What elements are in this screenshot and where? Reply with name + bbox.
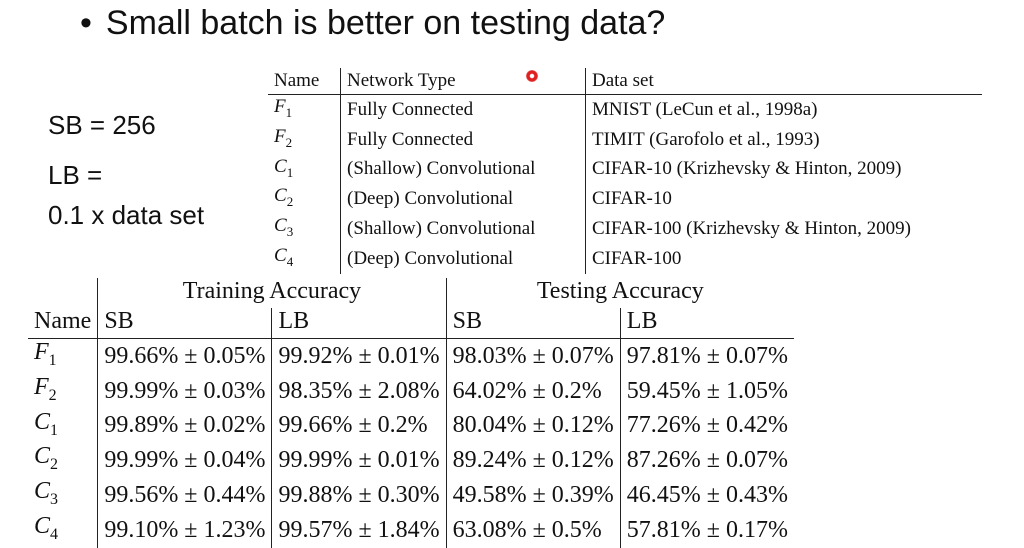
test-lb-value: 97.81% ± 0.07%: [619, 338, 794, 374]
col-header-dataset: Data set: [585, 68, 982, 95]
accuracy-table: Training Accuracy Testing Accuracy Name …: [28, 278, 794, 548]
test-sb-value: 64.02% ± 0.2%: [445, 373, 621, 409]
test-sb-value: 63.08% ± 0.5%: [445, 512, 621, 548]
slide-title-text: Small batch is better on testing data?: [105, 4, 666, 42]
network-name: F1: [274, 96, 293, 120]
network-dataset: TIMIT (Garofolo et al., 1993): [585, 124, 982, 155]
train-lb-value: 99.92% ± 0.01%: [271, 338, 447, 374]
network-table-row: F2 Fully Connected TIMIT (Garofolo et al.,…: [268, 124, 982, 155]
network-table-row: F1 Fully Connected MNIST (LeCun et al., 19…: [268, 94, 982, 125]
col-header-network-type: Network Type: [340, 68, 586, 95]
train-lb-value: 99.66% ± 0.2%: [271, 408, 447, 444]
network-name: C4: [274, 244, 294, 269]
col-header-name: Name: [28, 308, 98, 339]
network-dataset: CIFAR-100 (Krizhevsky & Hinton, 2009): [585, 214, 982, 244]
accuracy-name: F2: [34, 373, 57, 404]
network-table: Name Network Type Data set F1 Fully Conne…: [268, 68, 982, 274]
network-type: (Deep) Convolutional: [340, 184, 586, 215]
col-header-train-lb: LB: [271, 308, 447, 339]
test-sb-value: 98.03% ± 0.07%: [445, 338, 621, 374]
accuracy-table-row: C1 99.89% ± 0.02% 99.66% ± 0.2% 80.04% ± 0.…: [28, 408, 794, 444]
test-lb-value: 57.81% ± 0.17%: [619, 512, 794, 548]
network-dataset: MNIST (LeCun et al., 1998a): [585, 94, 982, 125]
test-lb-value: 77.26% ± 0.42%: [619, 408, 794, 444]
sb-definition: SB = 256: [48, 110, 156, 140]
network-dataset: CIFAR-10 (Krizhevsky & Hinton, 2009): [585, 154, 982, 185]
test-sb-value: 89.24% ± 0.12%: [445, 443, 621, 479]
network-type: Fully Connected: [340, 94, 586, 125]
test-lb-value: 59.45% ± 1.05%: [619, 373, 794, 409]
test-lb-value: 46.45% ± 0.43%: [619, 478, 794, 513]
accuracy-name: C1: [34, 408, 59, 439]
lb-definition-line1: LB =: [48, 160, 103, 190]
accuracy-table-row: F1 99.66% ± 0.05% 99.92% ± 0.01% 98.03% ± 0…: [28, 338, 794, 374]
train-lb-value: 99.88% ± 0.30%: [271, 478, 447, 513]
accuracy-table-row: C2 99.99% ± 0.04% 99.99% ± 0.01% 89.24% ± 0…: [28, 443, 794, 479]
network-name: C1: [274, 155, 294, 180]
train-lb-value: 99.99% ± 0.01%: [271, 443, 447, 479]
network-table-row: C3 (Shallow) Convolutional CIFAR-100 (Kriz…: [268, 214, 982, 244]
accuracy-name: F1: [34, 339, 57, 369]
slide-title: • Small batch is better on testing data?: [80, 4, 665, 43]
accuracy-name: C3: [34, 478, 59, 508]
network-table-row: C2 (Deep) Convolutional CIFAR-10: [268, 184, 982, 215]
group-header-testing: Testing Accuracy: [445, 278, 794, 308]
network-dataset: CIFAR-10: [585, 184, 982, 215]
network-type: (Deep) Convolutional: [340, 243, 586, 274]
col-header-train-sb: SB: [97, 308, 272, 339]
network-type: (Shallow) Convolutional: [340, 154, 586, 185]
train-sb-value: 99.99% ± 0.04%: [97, 443, 272, 479]
col-header-name: Name: [268, 68, 341, 95]
train-lb-value: 99.57% ± 1.84%: [271, 512, 447, 548]
col-header-test-sb: SB: [445, 308, 621, 339]
accuracy-name: C2: [34, 443, 59, 474]
network-type: Fully Connected: [340, 124, 586, 155]
network-name: C3: [274, 215, 294, 239]
accuracy-name: C4: [34, 512, 59, 543]
network-name: C2: [274, 185, 294, 210]
accuracy-table-row: C3 99.56% ± 0.44% 99.88% ± 0.30% 49.58% ± 0…: [28, 478, 794, 513]
network-table-row: C1 (Shallow) Convolutional CIFAR-10 (Krizh…: [268, 154, 982, 185]
group-header-training: Training Accuracy: [97, 278, 447, 308]
col-header-test-lb: LB: [619, 308, 794, 339]
network-table-row: C4 (Deep) Convolutional CIFAR-100: [268, 243, 982, 274]
train-lb-value: 98.35% ± 2.08%: [271, 373, 447, 409]
test-sb-value: 49.58% ± 0.39%: [445, 478, 621, 513]
network-type: (Shallow) Convolutional: [340, 214, 586, 244]
lb-definition-line2: 0.1 x data set: [48, 200, 205, 230]
network-dataset: CIFAR-100: [585, 243, 982, 274]
train-sb-value: 99.56% ± 0.44%: [97, 478, 272, 513]
accuracy-table-row: F2 99.99% ± 0.03% 98.35% ± 2.08% 64.02% ± 0…: [28, 373, 794, 409]
train-sb-value: 99.89% ± 0.02%: [97, 408, 272, 444]
network-table-header: Name Network Type Data set: [268, 68, 982, 95]
network-name: F2: [274, 125, 293, 150]
train-sb-value: 99.99% ± 0.03%: [97, 373, 272, 409]
train-sb-value: 99.10% ± 1.23%: [97, 512, 272, 548]
bullet-icon: •: [80, 4, 92, 42]
test-lb-value: 87.26% ± 0.07%: [619, 443, 794, 479]
accuracy-table-row: C4 99.10% ± 1.23% 99.57% ± 1.84% 63.08% ± 0…: [28, 512, 794, 548]
test-sb-value: 80.04% ± 0.12%: [445, 408, 621, 444]
train-sb-value: 99.66% ± 0.05%: [97, 338, 272, 374]
